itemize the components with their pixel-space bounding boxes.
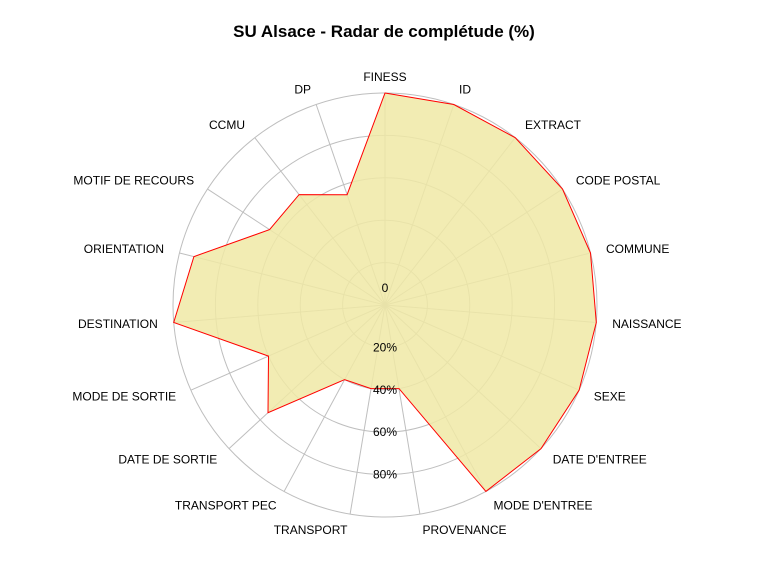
- tick-label: 0: [382, 281, 389, 295]
- axis-label: EXTRACT: [525, 118, 582, 132]
- axis-label: TRANSPORT: [274, 523, 348, 537]
- axis-label: DP: [294, 82, 311, 96]
- axis-label: NAISSANCE: [612, 317, 681, 331]
- axis-label: CODE POSTAL: [576, 173, 661, 187]
- chart-title: SU Alsace - Radar de complétude (%): [233, 22, 535, 41]
- data-layer: [173, 92, 597, 493]
- tick-label: 20%: [373, 340, 397, 354]
- axis-label: FINESS: [363, 70, 406, 84]
- tick-label: 40%: [373, 383, 397, 397]
- axis-label: DESTINATION: [78, 317, 158, 331]
- axis-label: MODE D'ENTREE: [494, 499, 593, 513]
- tick-labels: 0 20% 40% 60% 80%: [373, 281, 397, 482]
- axis-label: TRANSPORT PEC: [175, 499, 277, 513]
- axis-label: CCMU: [209, 118, 245, 132]
- axis-label: ID: [459, 82, 471, 96]
- axis-label: PROVENANCE: [423, 523, 507, 537]
- axis-label: DATE DE SORTIE: [118, 452, 217, 466]
- axis-label: COMMUNE: [606, 242, 669, 256]
- tick-label: 60%: [373, 425, 397, 439]
- axis-label: MODE DE SORTIE: [72, 390, 176, 404]
- axis-label: MOTIF DE RECOURS: [73, 173, 194, 187]
- data-area: [173, 92, 597, 493]
- axis-label: SEXE: [594, 390, 626, 404]
- tick-label: 80%: [373, 468, 397, 482]
- axis-labels: FINESS ID EXTRACT CODE POSTAL COMMUNE NAISSAN…: [72, 70, 681, 537]
- axis-label: DATE D'ENTREE: [553, 452, 647, 466]
- axis-label: ORIENTATION: [84, 242, 164, 256]
